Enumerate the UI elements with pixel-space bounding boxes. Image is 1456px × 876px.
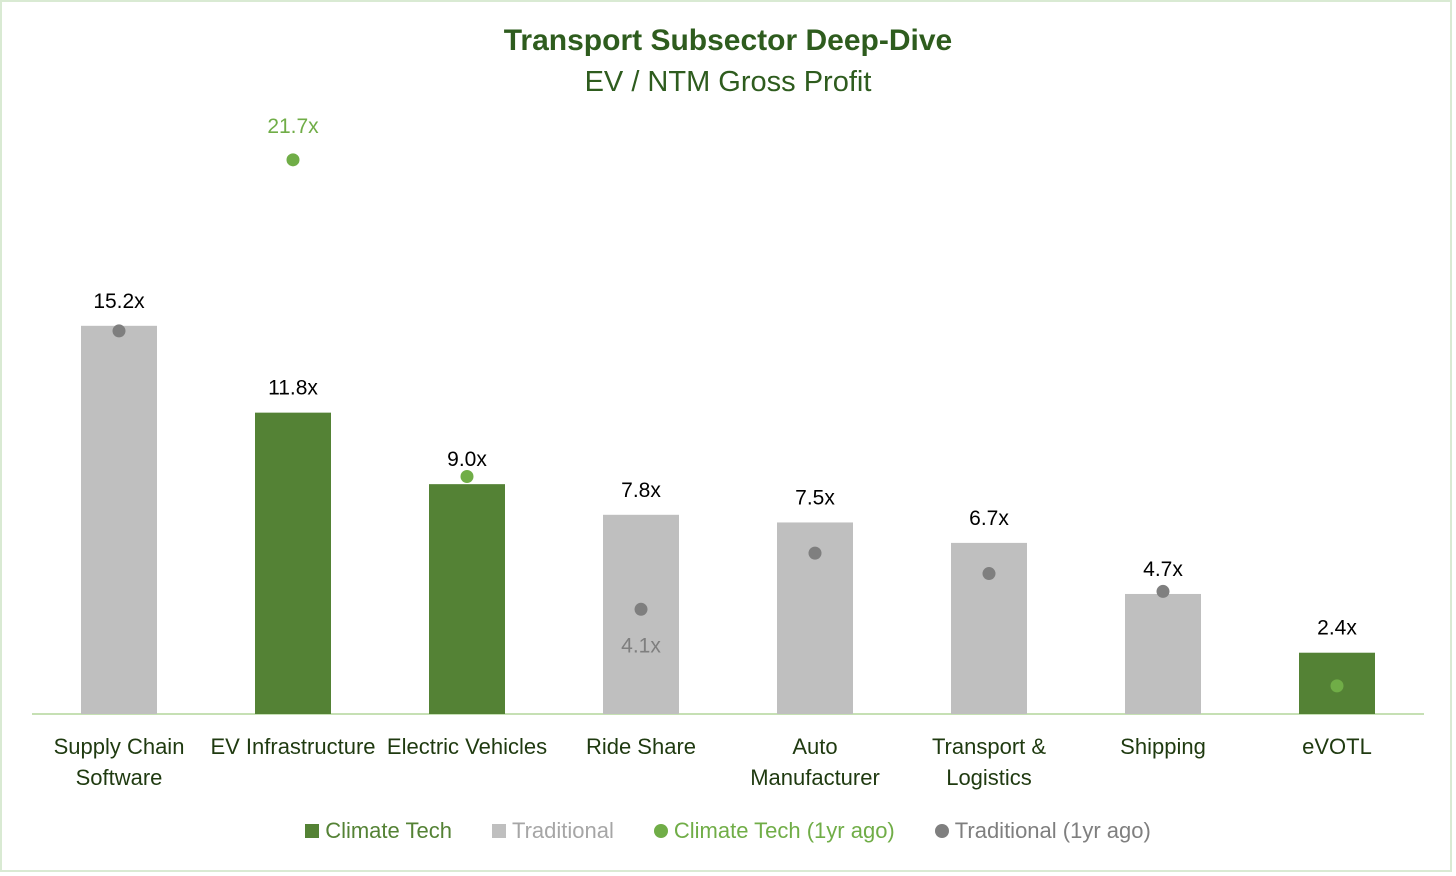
legend-item-traditional: Traditional [491,818,614,844]
legend-item-climate-tech-1yr: Climate Tech (1yr ago) [653,818,895,844]
one-year-ago-marker-0 [112,324,126,338]
x-tick-label-2: Electric Vehicles [387,734,547,759]
chart-legend: Climate Tech Traditional Climate Tech (1… [0,818,1456,844]
bar-value-label-1: 11.8x [268,377,318,400]
legend-item-traditional-1yr: Traditional (1yr ago) [934,818,1151,844]
bar-6 [1125,593,1201,714]
bar-value-label-0: 15.2x [93,290,145,313]
legend-label-traditional-1yr: Traditional (1yr ago) [954,818,1151,843]
one-year-ago-marker-7 [1330,679,1344,693]
legend-label-climate-tech-1yr: Climate Tech (1yr ago) [673,818,895,843]
bar-value-label-3: 7.8x [621,479,661,502]
bar-1 [255,412,331,714]
one-year-ago-label-1: 21.7x [267,115,319,138]
bar-value-label-6: 4.7x [1143,558,1183,581]
bar-2 [429,484,505,714]
bar-value-label-5: 6.7x [969,507,1009,530]
chart-subtitle: EV / NTM Gross Profit [584,66,872,98]
chart-plot: 15.2x Supply Chain Software 11.8x 21.7x EV In… [32,115,1424,790]
climate-tech-1yr-dot [653,824,668,838]
x-tick-label-6: Shipping [1120,734,1206,759]
legend-label-traditional: Traditional [511,818,614,843]
x-tick-label-1: EV Infrastructure [210,734,375,759]
x-tick-label-0: Supply Chain Software [54,734,185,790]
x-tick-label-5: Transport & Logistics [932,734,1046,790]
legend-label-climate-tech: Climate Tech [325,818,452,843]
bar-value-label-2: 9.0x [447,448,487,471]
legend-item-climate-tech: Climate Tech [305,818,452,844]
traditional-1yr-dot [934,824,949,838]
one-year-ago-marker-2 [460,469,474,483]
one-year-ago-marker-5 [982,567,996,581]
bar-value-label-4: 7.5x [795,486,835,509]
bar-value-label-7: 2.4x [1317,617,1357,640]
one-year-ago-marker-6 [1156,584,1170,598]
chart-title: Transport Subsector Deep-Dive [503,24,953,57]
bar-0 [81,325,157,714]
one-year-ago-marker-1 [286,153,300,167]
x-tick-label-3: Ride Share [586,734,696,759]
climate-tech-swatch [305,824,320,838]
traditional-swatch [491,824,506,838]
x-tick-label-4: Auto Manufacturer [750,734,880,790]
one-year-ago-marker-3 [634,602,648,616]
one-year-ago-marker-4 [808,546,822,560]
x-tick-label-7: eVOTL [1302,734,1372,759]
one-year-ago-label-3: 4.1x [621,634,661,657]
